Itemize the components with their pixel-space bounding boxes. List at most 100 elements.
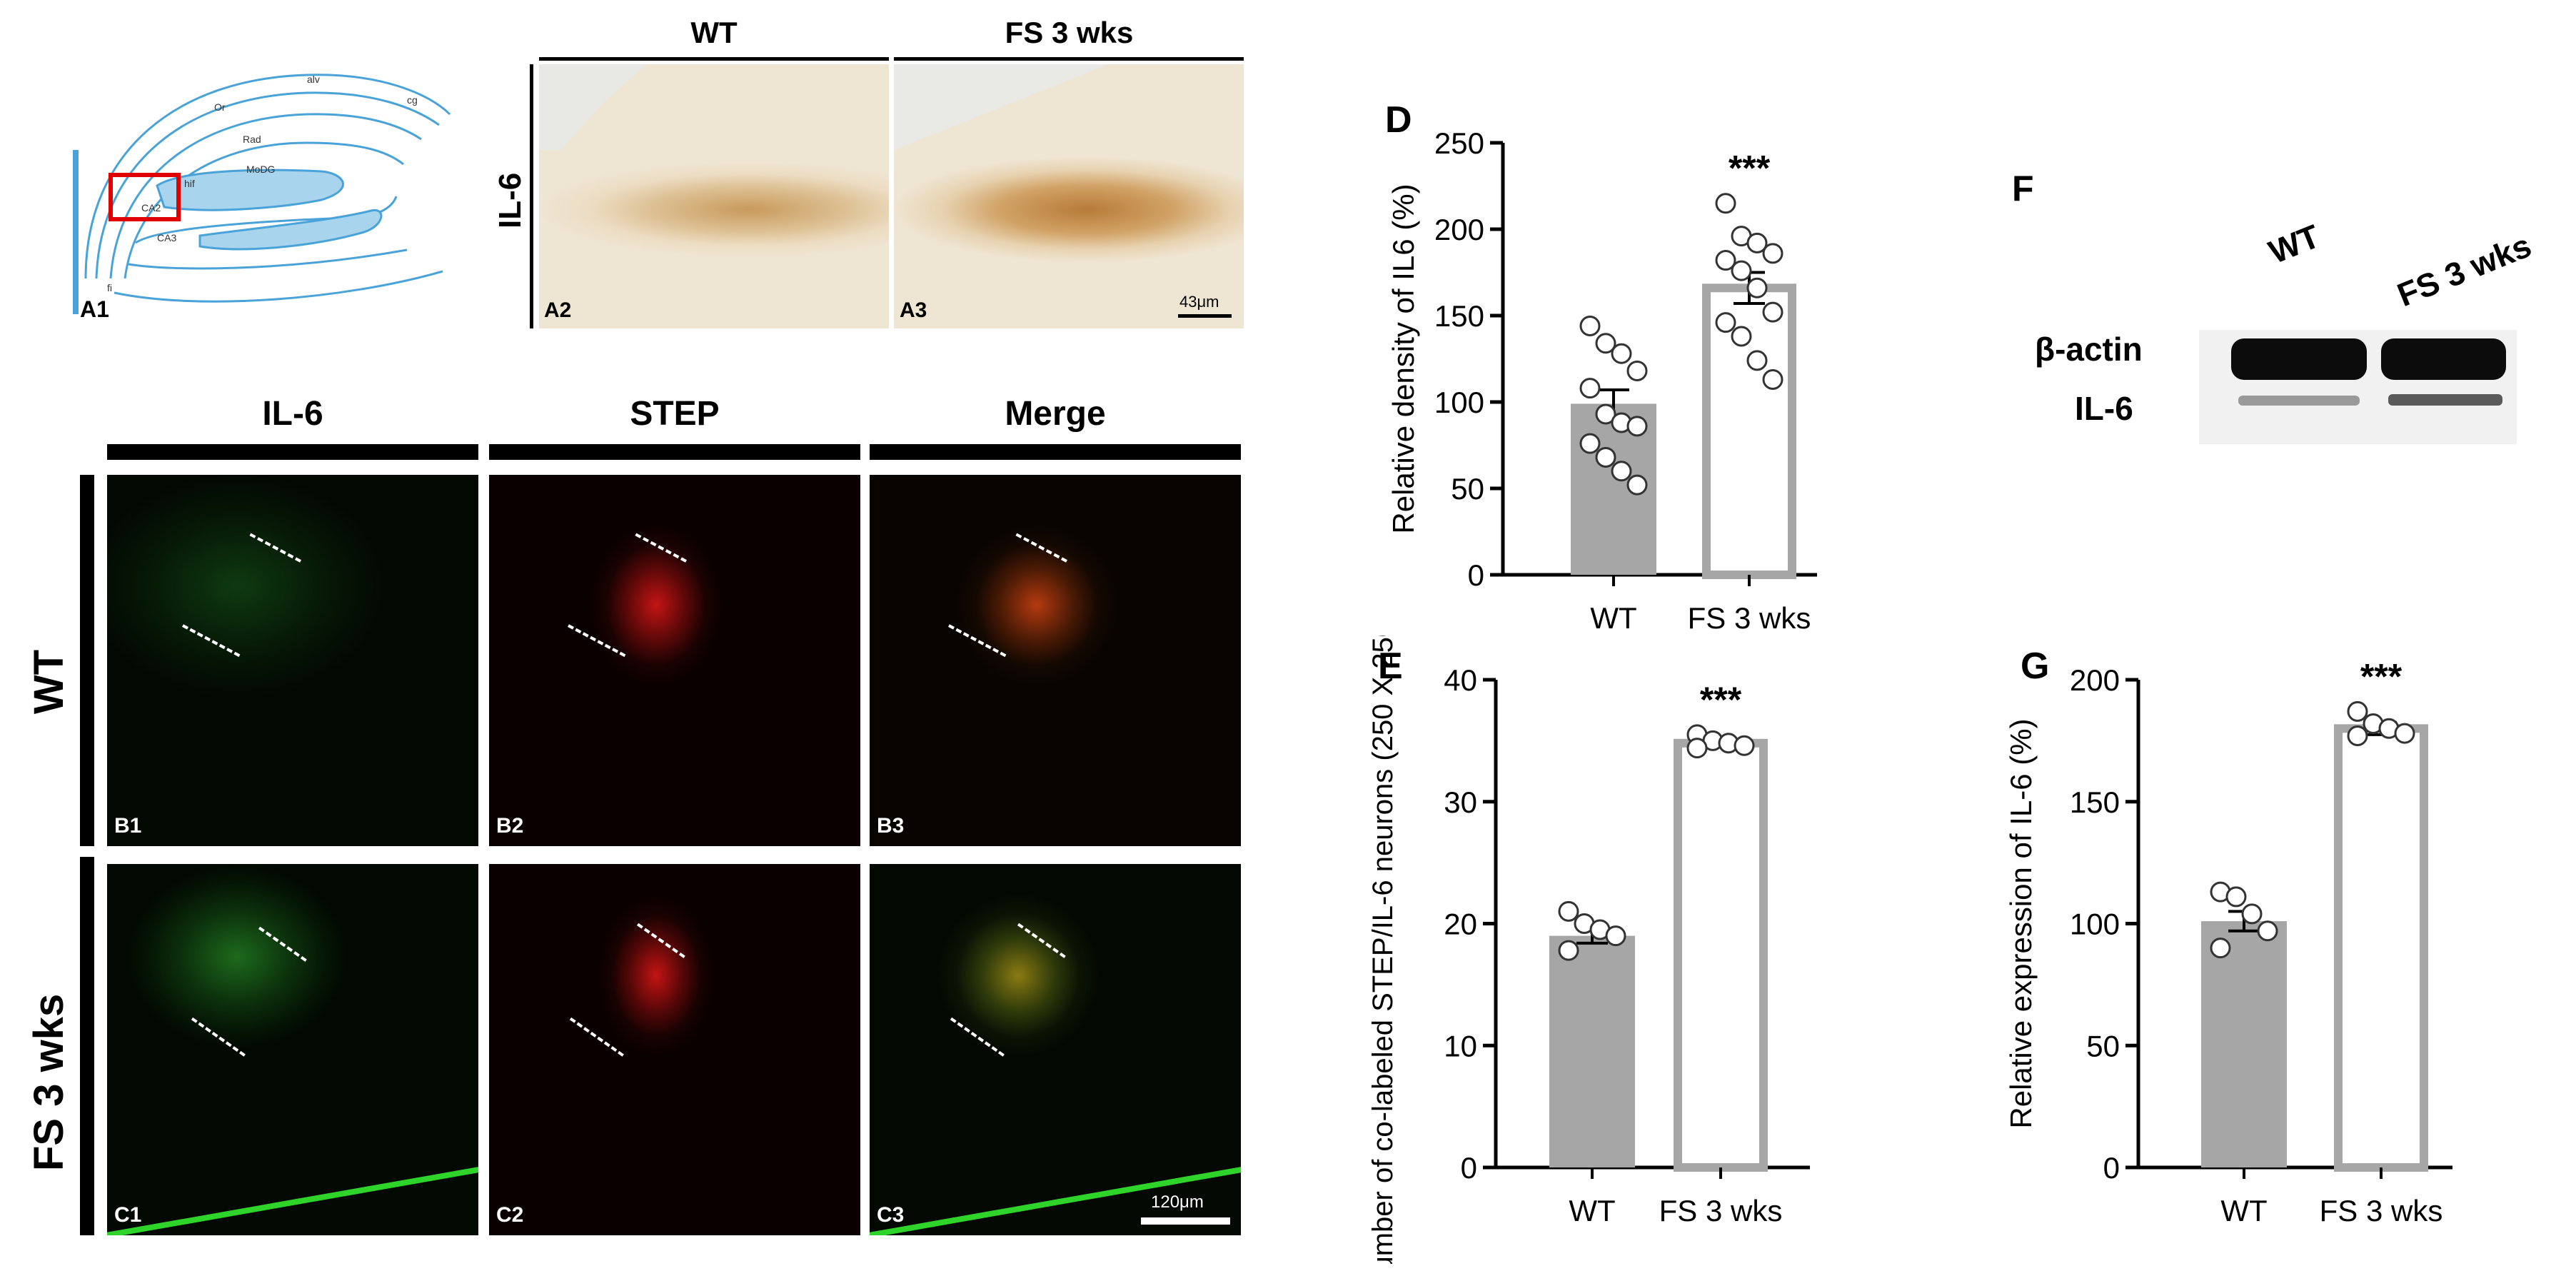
data-point <box>1579 433 1601 454</box>
a-side-line <box>530 64 533 328</box>
band-actin-wt <box>2231 338 2367 380</box>
blot-lane-label-wt: WT <box>2263 217 2325 271</box>
y-tick-label: 250 <box>1434 126 1484 160</box>
a-header-fs: FS 3 wks <box>1005 16 1134 49</box>
x-tick-label: FS 3 wks <box>1688 601 1811 635</box>
hippocampus-schematic: alv cg Or Rad hif MoDG CA2 CA3 fi <box>73 74 451 314</box>
row-line-fs <box>80 857 94 1235</box>
data-point <box>1746 232 1768 253</box>
bar <box>2201 921 2287 1167</box>
x-tick-label: WT <box>2220 1194 2267 1227</box>
schematic-label: CA3 <box>157 232 176 243</box>
significance-marker: *** <box>1700 680 1742 720</box>
bc-header-merge: Merge <box>1005 395 1106 433</box>
y-tick-label: 40 <box>1444 663 1477 697</box>
y-tick-label: 200 <box>2070 663 2120 697</box>
chart-letter: E <box>1378 645 1403 687</box>
chart-g: G Relative expression of IL-6 (%) 0 50 100… <box>2004 645 2452 1227</box>
data-point <box>1734 735 1755 756</box>
data-point <box>1605 925 1626 947</box>
bar <box>1549 935 1635 1167</box>
data-point <box>2225 886 2247 908</box>
data-point <box>1626 416 1648 437</box>
panel-c2-label: C2 <box>496 1203 524 1227</box>
blot-band-label-il6: IL-6 <box>2075 390 2133 427</box>
bc-header-step: STEP <box>630 395 720 433</box>
data-point <box>1579 316 1601 337</box>
panel-f-letter: F <box>2012 169 2034 209</box>
chart-d: D Relative density of IL6 (%) 0 50 100 150 2… <box>1385 99 1817 635</box>
panel-a3-label: A3 <box>900 298 927 322</box>
data-point <box>1558 900 1579 922</box>
a-scale-bar-label: 43μm <box>1179 293 1219 311</box>
bc-header-line-il6 <box>107 444 478 460</box>
panel-c1-label: C1 <box>114 1203 142 1227</box>
data-point <box>2257 920 2278 942</box>
fluor-image-b1 <box>107 475 478 846</box>
y-tick-label: 150 <box>1434 299 1484 333</box>
x-tick-label: FS 3 wks <box>2320 1194 2443 1227</box>
chart-letter: G <box>2021 645 2049 687</box>
data-point <box>1611 461 1632 482</box>
y-tick-label: 200 <box>1434 213 1484 246</box>
bc-scale-bar-label: 120μm <box>1151 1192 1204 1212</box>
data-point <box>1762 369 1783 391</box>
y-tick-label: 50 <box>2086 1029 2120 1063</box>
a-header-line-fs <box>894 57 1244 61</box>
data-point <box>2210 938 2231 959</box>
ihc-image-a2 <box>539 64 889 328</box>
blot-lane-label-fs: FS 3 wks <box>2392 226 2537 314</box>
data-point <box>2347 700 2368 722</box>
data-point <box>1746 350 1768 371</box>
schematic-label: MoDG <box>246 164 275 175</box>
y-axis-label: Number of co-labeled STEP/IL-6 neurons (… <box>1367 636 1399 1264</box>
data-point <box>1731 326 1752 347</box>
schematic-label: alv <box>307 74 320 85</box>
band-il6-wt <box>2238 396 2360 406</box>
data-point <box>1715 250 1736 271</box>
data-point <box>1595 446 1616 468</box>
data-point <box>1626 360 1648 381</box>
y-tick-label: 50 <box>1451 472 1484 506</box>
fluor-image-c3 <box>870 864 1241 1235</box>
data-point <box>1762 301 1783 323</box>
data-point <box>1595 333 1616 354</box>
data-point <box>1715 312 1736 333</box>
fluor-image-b2 <box>489 475 860 846</box>
y-tick-label: 150 <box>2070 785 2120 819</box>
data-point <box>2347 725 2368 747</box>
x-tick-label: WT <box>1590 601 1636 635</box>
bc-header-line-merge <box>870 444 1241 460</box>
chart-letter: D <box>1385 99 1412 141</box>
y-tick-label: 30 <box>1444 785 1477 819</box>
data-point <box>1595 403 1616 425</box>
x-tick-label: FS 3 wks <box>1659 1194 1783 1227</box>
y-tick-label: 20 <box>1444 908 1477 941</box>
a-header-wt: WT <box>690 16 738 49</box>
bc-header-line-step <box>489 444 860 460</box>
western-blot-image <box>2199 330 2517 444</box>
a-side-label: IL-6 <box>493 172 528 228</box>
data-point <box>2241 903 2263 925</box>
panel-a2-label: A2 <box>544 298 572 322</box>
data-point <box>1715 193 1736 214</box>
fluor-image-c2 <box>489 864 860 1235</box>
blot-band-label-actin: β-actin <box>2035 331 2143 368</box>
data-point <box>1558 940 1579 961</box>
y-tick-label: 0 <box>2103 1151 2120 1185</box>
bar <box>1674 738 1768 1172</box>
significance-marker: *** <box>2360 656 2403 696</box>
row-line-wt <box>80 475 94 846</box>
schematic-label: fi <box>107 282 112 293</box>
data-point <box>1579 378 1601 399</box>
data-point <box>2394 723 2415 744</box>
y-tick-label: 100 <box>2070 908 2120 941</box>
y-tick-label: 10 <box>1444 1029 1477 1063</box>
y-tick-label: 0 <box>1461 1151 1477 1185</box>
a-scale-bar <box>1178 314 1232 318</box>
schematic-label: Or <box>214 101 226 113</box>
panel-b2-label: B2 <box>496 814 524 838</box>
bc-header-il6: IL-6 <box>262 395 323 433</box>
ca2-highlight-box <box>109 173 181 221</box>
significance-marker: *** <box>1729 149 1771 189</box>
